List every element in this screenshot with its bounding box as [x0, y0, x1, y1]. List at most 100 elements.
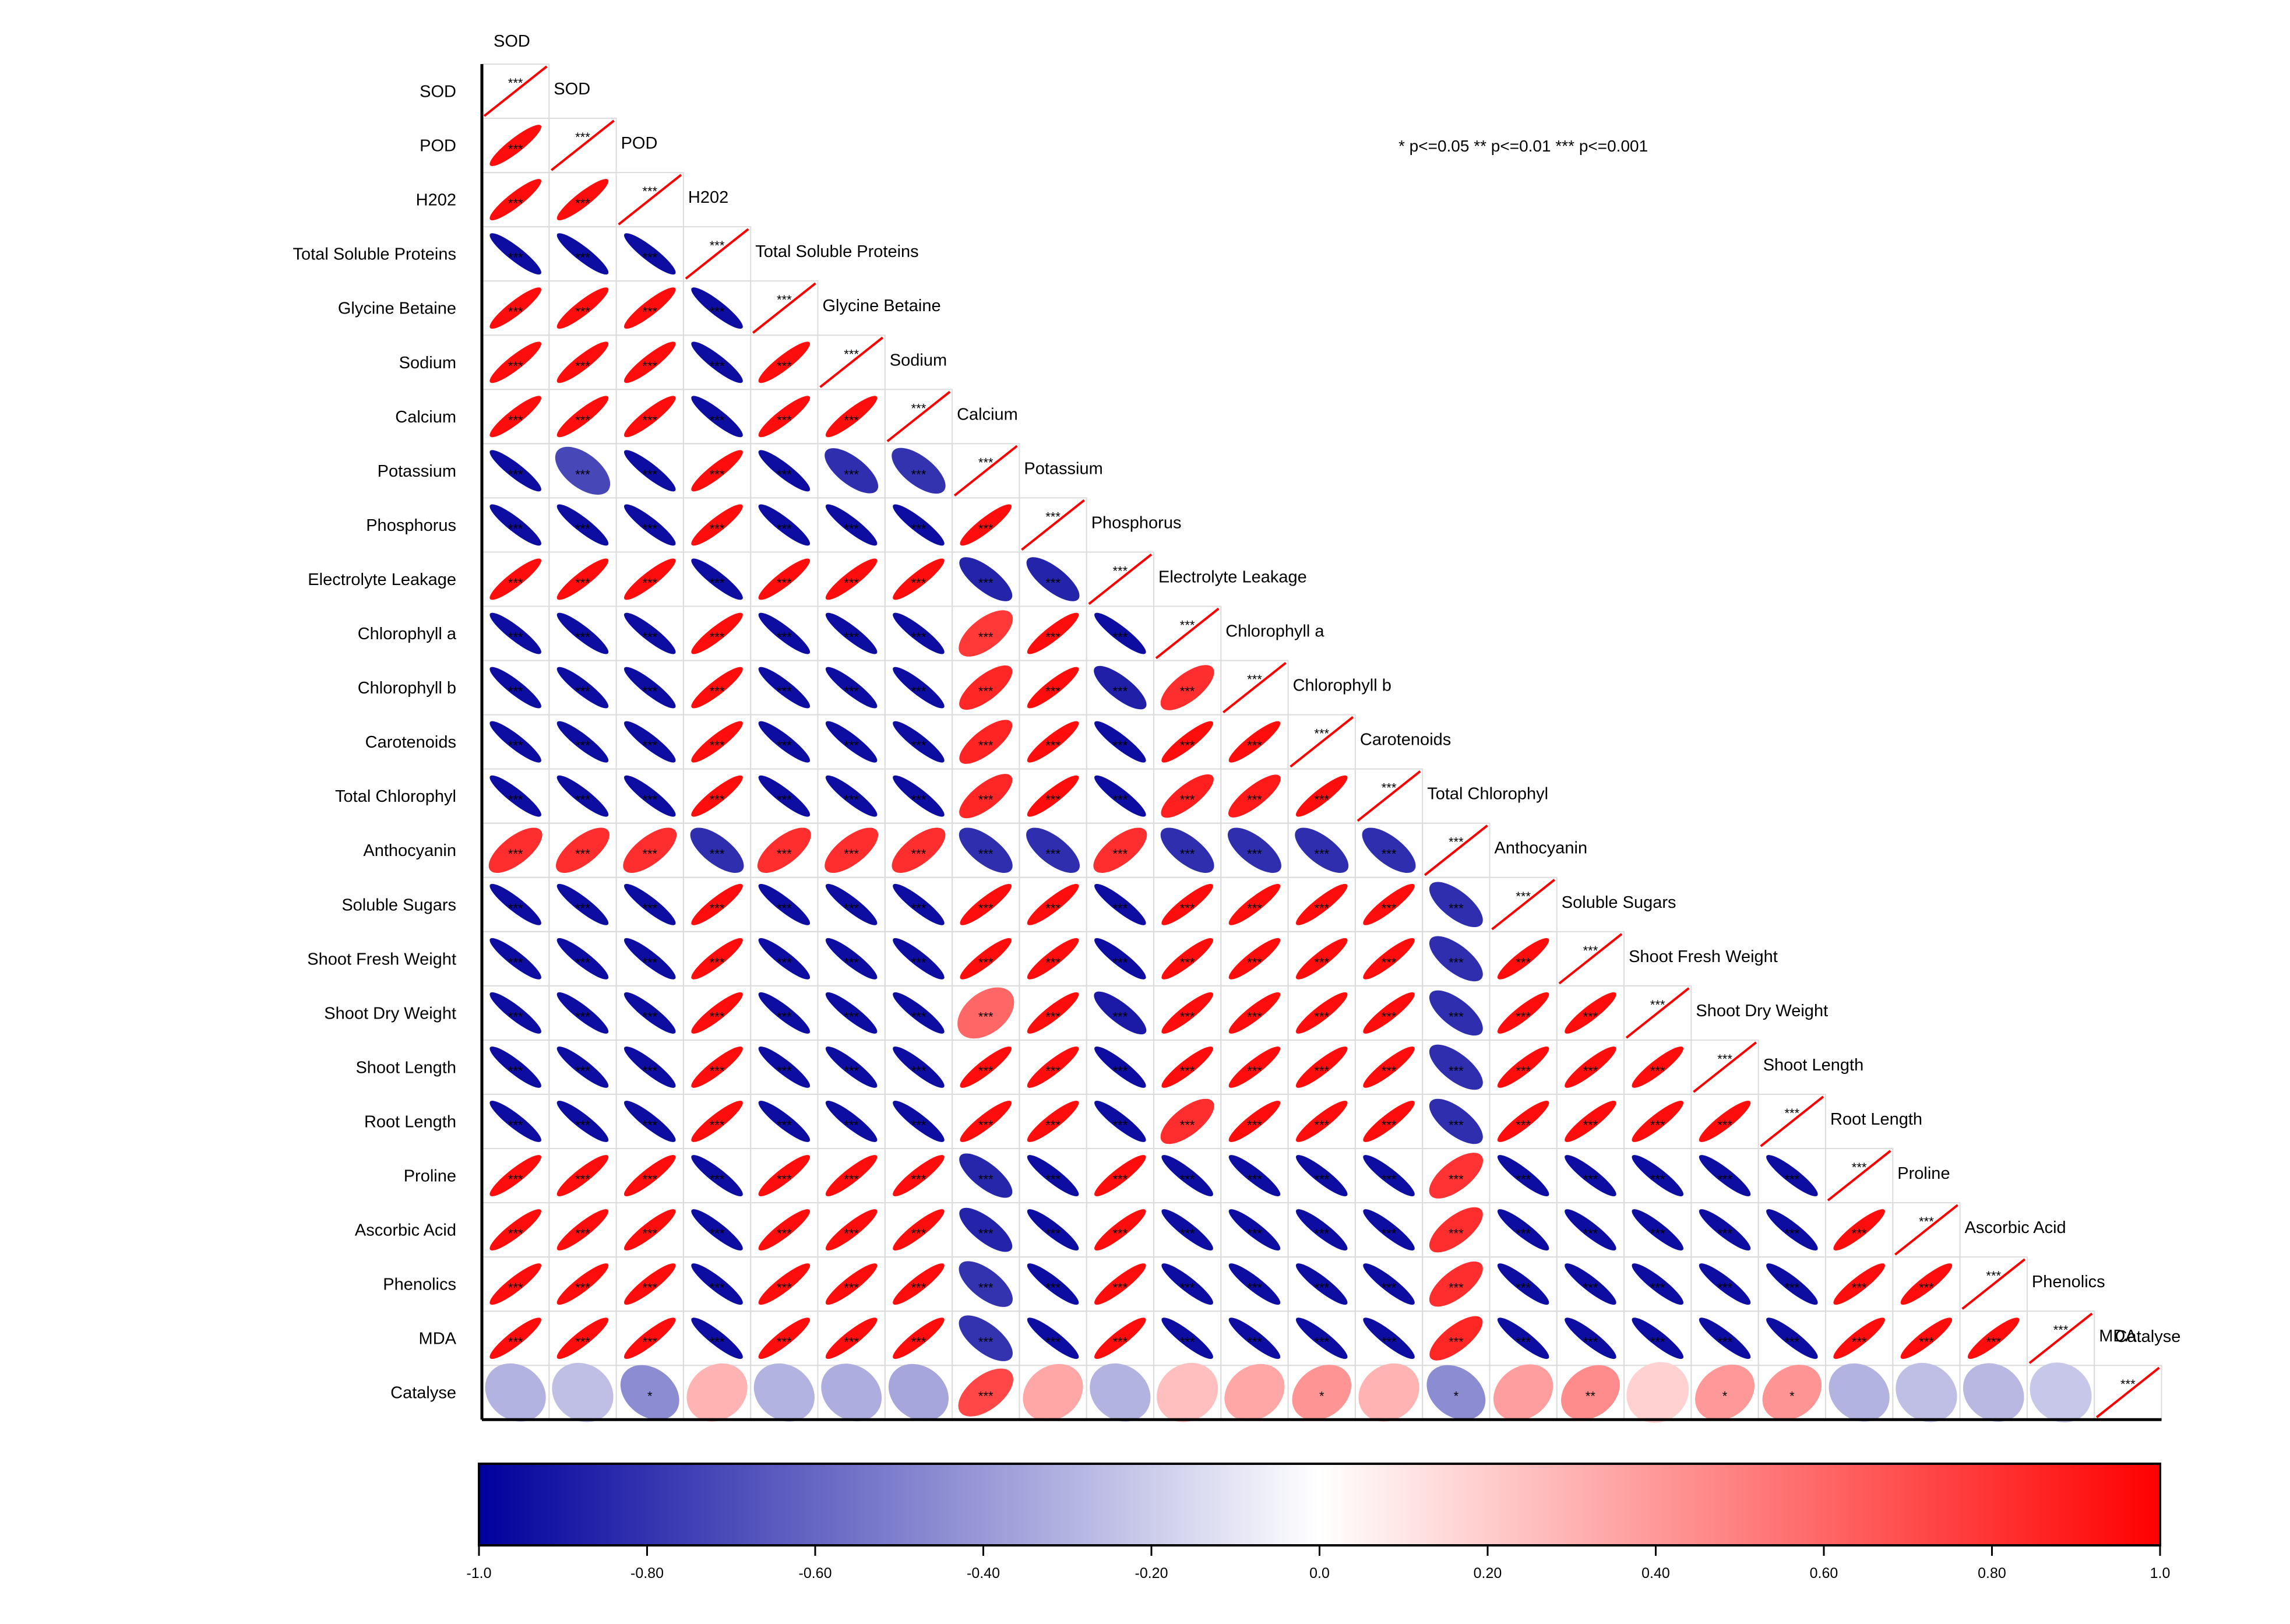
significance-stars: *** — [844, 576, 859, 590]
matrix-cell — [1153, 1362, 1222, 1422]
correlation-ellipse — [556, 1101, 609, 1142]
column-label: Soluble Sugars — [1562, 893, 1676, 912]
significance-stars: *** — [777, 576, 792, 590]
matrix-cell: *** — [952, 768, 1020, 824]
significance-stars: *** — [1045, 1227, 1061, 1241]
correlation-ellipse — [893, 883, 945, 925]
significance-stars: *** — [508, 1118, 523, 1132]
correlation-ellipse — [1027, 992, 1079, 1034]
correlation-ellipse — [1358, 1363, 1419, 1422]
correlation-ellipse — [825, 827, 879, 873]
correlation-ellipse — [489, 450, 541, 492]
matrix-cell: *** — [750, 1202, 819, 1258]
correlation-ellipse — [1295, 992, 1348, 1034]
matrix-cell: *** — [884, 931, 953, 987]
correlation-ellipse — [1023, 1364, 1083, 1421]
row-label: Catalyse — [390, 1384, 456, 1403]
significance-stars: *** — [1045, 1063, 1061, 1078]
significance-stars: *** — [911, 1063, 926, 1078]
correlation-ellipse — [623, 1101, 676, 1142]
significance-stars: *** — [575, 1063, 590, 1078]
colorbar-tick-label: -0.80 — [630, 1565, 664, 1581]
significance-stars: *** — [1247, 1335, 1262, 1350]
correlation-ellipse — [1497, 1209, 1549, 1251]
matrix-cell: *** — [884, 768, 953, 824]
correlation-ellipse — [1295, 1101, 1348, 1142]
colorbar-ticks: -1.0 -0.80 -0.60 -0.40 -0.20 0.0 0.20 0.40 0.60 0… — [466, 1545, 2170, 1581]
matrix-cell: *** — [1422, 1256, 1491, 1312]
significance-stars: *** — [710, 792, 725, 807]
significance-stars: *** — [1382, 955, 1397, 970]
matrix-cell: *** — [1287, 1311, 1356, 1366]
correlation-ellipse — [959, 610, 1013, 657]
significance-stars: *** — [575, 130, 590, 145]
matrix-cell: *** — [1019, 660, 1087, 716]
significance-stars: *** — [1045, 738, 1061, 753]
significance-stars: *** — [1247, 901, 1262, 915]
significance-stars: *** — [911, 522, 926, 536]
matrix-cell: *** — [615, 660, 684, 716]
significance-stars: * — [1319, 1389, 1324, 1404]
correlation-ellipse — [556, 775, 609, 817]
significance-stars: *** — [1180, 1063, 1195, 1078]
correlation-ellipse — [1295, 883, 1348, 925]
matrix-cell: *** — [548, 876, 617, 932]
matrix-cell: *** — [1019, 931, 1087, 987]
matrix-cell: *** — [548, 822, 617, 878]
correlation-ellipse — [1762, 1365, 1822, 1421]
significance-stars: *** — [710, 1009, 725, 1024]
significance-stars: *** — [642, 1009, 657, 1024]
column-label: Phosphorus — [1091, 513, 1182, 532]
significance-stars: *** — [777, 792, 792, 807]
correlation-ellipse — [1027, 1263, 1079, 1305]
significance-stars: *** — [642, 792, 657, 807]
matrix-cell: *** — [1086, 605, 1154, 661]
colorbar — [478, 1463, 2161, 1547]
matrix-cell: *** — [1556, 1148, 1625, 1204]
correlation-ellipse — [1900, 1263, 1953, 1305]
significance-stars: *** — [1113, 792, 1128, 807]
correlation-ellipse — [758, 1155, 811, 1196]
correlation-ellipse — [1094, 1046, 1146, 1088]
correlation-ellipse — [489, 233, 541, 275]
correlation-ellipse — [1090, 1363, 1151, 1422]
variable-labels: SOD SOD POD POD H202 H202 Total Soluble Protei… — [293, 32, 2181, 1403]
matrix-cell: *** — [1086, 714, 1154, 770]
significance-stars: *** — [1382, 781, 1397, 795]
significance-stars: *** — [508, 901, 523, 915]
correlation-ellipse — [1228, 1046, 1281, 1088]
correlation-ellipse — [1497, 1263, 1549, 1305]
matrix-cell: *** — [481, 551, 550, 607]
matrix-cell: *** — [750, 714, 819, 770]
matrix-cell: *** — [1153, 985, 1222, 1041]
correlation-ellipse — [489, 1317, 541, 1359]
significance-stars: *** — [1247, 792, 1262, 807]
significance-stars: *** — [2120, 1377, 2136, 1392]
matrix-cell: *** — [1019, 985, 1087, 1041]
matrix-cell: *** — [1556, 1202, 1625, 1258]
correlation-ellipse — [1161, 1155, 1213, 1196]
column-label: Shoot Fresh Weight — [1629, 947, 1778, 966]
matrix-cell: *** — [1422, 1093, 1491, 1149]
significance-stars: *** — [1717, 1227, 1732, 1241]
correlation-ellipse — [1429, 1153, 1484, 1199]
diagonal-cell: *** — [1757, 1093, 1826, 1149]
significance-stars: *** — [1247, 738, 1262, 753]
significance-stars: *** — [1516, 1172, 1531, 1187]
significance-stars: *** — [777, 684, 792, 699]
correlation-ellipse — [1026, 557, 1080, 601]
significance-stars: *** — [1113, 1281, 1128, 1295]
matrix-cell: *** — [817, 714, 886, 770]
correlation-ellipse — [758, 558, 811, 600]
matrix-cell: *** — [1086, 876, 1154, 932]
matrix-cell: *** — [750, 551, 819, 607]
correlation-ellipse — [758, 450, 811, 492]
matrix-cell: *** — [750, 605, 819, 661]
significance-stars: *** — [1247, 1281, 1262, 1295]
colorbar-tick-label: 0.20 — [1474, 1565, 1502, 1581]
matrix-cell: *** — [817, 1148, 886, 1204]
significance-stars: *** — [777, 738, 792, 753]
correlation-ellipse — [893, 775, 945, 817]
correlation-ellipse — [489, 287, 541, 329]
matrix-cell: *** — [481, 660, 550, 716]
